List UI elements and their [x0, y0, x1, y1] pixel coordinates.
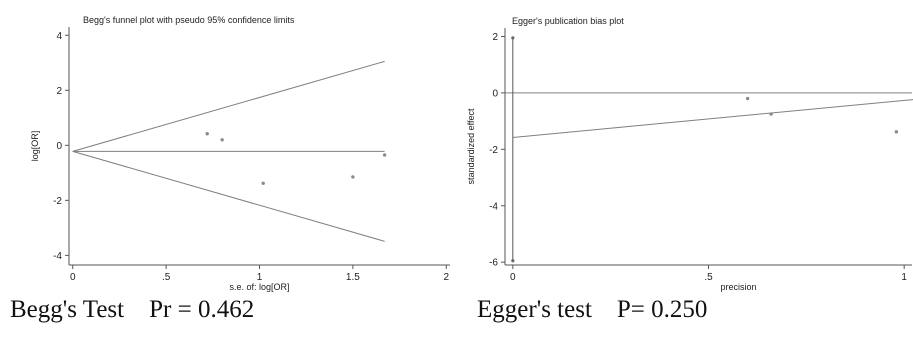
egger-test-value: P= 0.250 — [616, 296, 708, 323]
intercept-ci-end-marker — [511, 259, 515, 263]
data-point — [894, 130, 899, 134]
begg-funnel-plot: Begg's funnel plot with pseudo 95% confi… — [0, 0, 456, 300]
data-point — [769, 112, 773, 116]
y-tick-label: -4 — [53, 251, 62, 262]
y-tick-label: 0 — [492, 88, 498, 99]
y-tick-label: -4 — [489, 201, 498, 212]
x-axis-label: precision — [720, 282, 756, 292]
data-point — [382, 153, 387, 157]
begg-test-value: Pr = 0.462 — [149, 296, 255, 323]
confidence-limit-line — [72, 150, 385, 242]
data-point — [205, 132, 209, 136]
regression-line — [512, 99, 913, 138]
begg-test-label: Begg's Test — [10, 296, 125, 323]
y-tick-label: -2 — [489, 145, 498, 156]
y-tick-label: 2 — [492, 32, 498, 43]
y-axis-label: standardized effect — [466, 108, 476, 184]
x-tick-label: 1 — [257, 272, 263, 283]
chart-title: Egger's publication bias plot — [512, 16, 624, 26]
x-tick-label: 1 — [901, 272, 907, 283]
y-tick-label: -6 — [489, 258, 498, 269]
egger-test-caption: Egger's test P= 0.250 — [477, 296, 707, 324]
x-axis-label: s.e. of: log[OR] — [229, 282, 289, 292]
y-tick-label: 4 — [56, 31, 62, 42]
x-tick-label: 2 — [443, 272, 449, 283]
x-tick-label: 0 — [70, 272, 76, 283]
data-point — [745, 96, 750, 101]
x-tick-label: 1.5 — [346, 272, 360, 283]
egger-test-label: Egger's test — [477, 296, 592, 323]
intercept-ci-end-marker — [511, 36, 515, 40]
data-point — [220, 138, 224, 142]
x-tick-label: 0 — [510, 272, 516, 283]
y-tick-label: -2 — [53, 196, 62, 207]
egger-bias-plot: Egger's publication bias plot -6 -4 -2 0 2 0 .5… — [456, 0, 913, 300]
y-tick-label: 0 — [56, 141, 62, 152]
begg-funnel-plot-svg: Begg's funnel plot with pseudo 95% confi… — [30, 15, 450, 292]
confidence-limit-line — [72, 60, 385, 152]
x-tick-label: .5 — [162, 272, 171, 283]
begg-test-caption: Begg's Test Pr = 0.462 — [10, 296, 254, 324]
chart-title: Begg's funnel plot with pseudo 95% confi… — [83, 15, 295, 25]
y-tick-label: 2 — [56, 86, 62, 97]
data-point — [351, 175, 355, 179]
data-point — [261, 181, 265, 185]
egger-bias-plot-svg: Egger's publication bias plot -6 -4 -2 0 2 0 .5… — [466, 16, 913, 292]
y-axis-label: log[OR] — [30, 131, 40, 162]
x-tick-label: .5 — [704, 272, 713, 283]
